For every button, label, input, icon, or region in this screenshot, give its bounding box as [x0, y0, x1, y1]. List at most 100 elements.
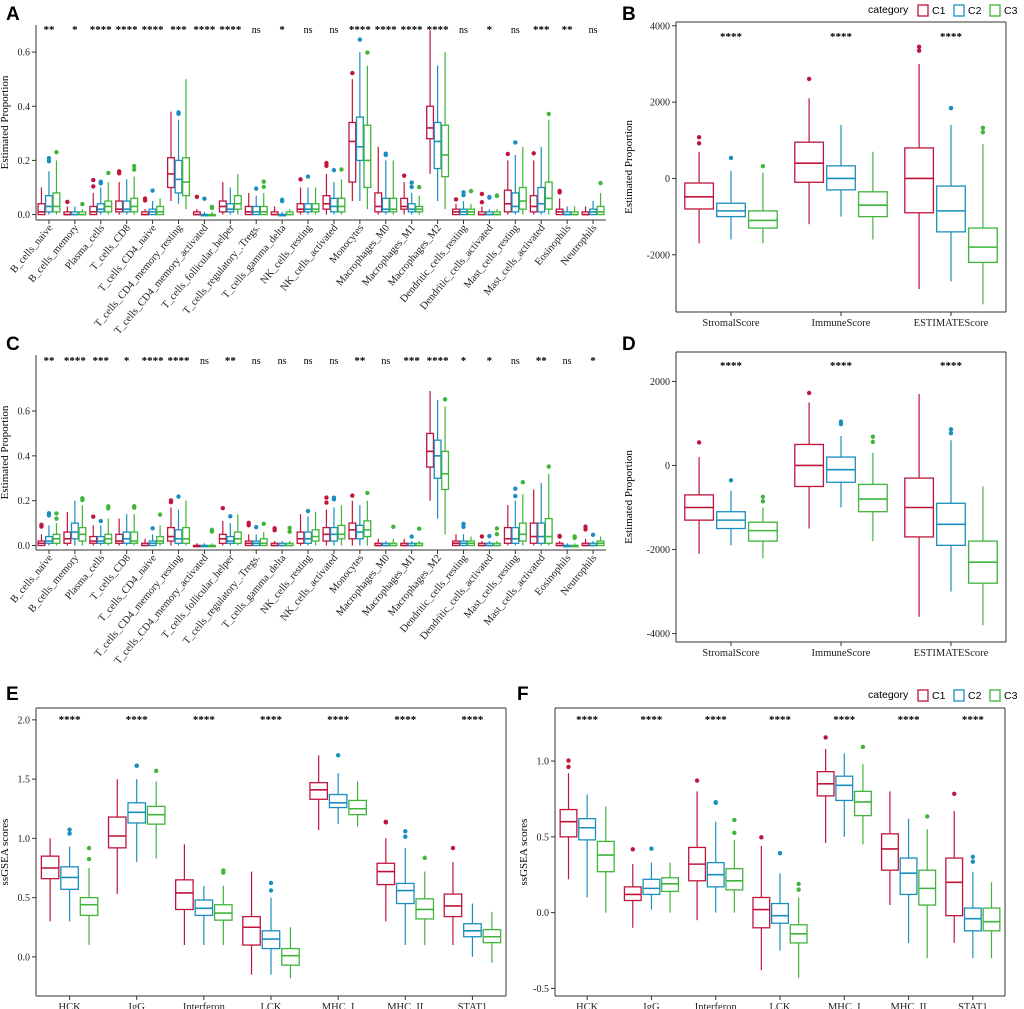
- significance-label: ns: [304, 356, 313, 367]
- significance-label: ****: [640, 714, 663, 726]
- outlier-point: [54, 511, 59, 516]
- outlier-point: [760, 494, 766, 499]
- y-tick-label: 0.6: [18, 407, 31, 418]
- outlier-point: [287, 529, 292, 534]
- box-iqr: [79, 896, 99, 917]
- outlier-point: [106, 170, 111, 176]
- outlier-point: [980, 129, 986, 135]
- outlier-point: [209, 204, 215, 210]
- outlier-point: [450, 845, 456, 851]
- box-iqr: [89, 535, 98, 544]
- box-c1: [904, 44, 935, 290]
- outlier-point: [365, 50, 370, 55]
- box-iqr: [37, 203, 46, 216]
- box-iqr: [363, 520, 372, 538]
- outlier-point: [505, 151, 511, 157]
- box-iqr: [529, 194, 538, 213]
- box-c2: [511, 486, 520, 546]
- box-c1: [529, 489, 538, 546]
- box-c2: [70, 500, 79, 546]
- box-c2: [122, 514, 131, 546]
- box-c3: [285, 525, 294, 547]
- significance-label: ****: [168, 355, 191, 367]
- box-iqr: [174, 529, 183, 544]
- outlier-point: [305, 508, 311, 514]
- x-tick-label: Interferon: [695, 1002, 738, 1009]
- box-c2: [200, 543, 209, 548]
- box-c2: [174, 494, 183, 546]
- box-iqr: [518, 522, 527, 542]
- outlier-point: [65, 199, 70, 205]
- outlier-point: [403, 829, 408, 834]
- significance-label: ****: [720, 31, 743, 43]
- x-tick-label: HCK: [576, 1002, 599, 1009]
- box-iqr: [115, 200, 124, 213]
- box-c1: [348, 70, 357, 202]
- box-iqr: [899, 857, 918, 896]
- outlier-point: [91, 514, 96, 519]
- x-tick-label: ImmuneScore: [812, 648, 871, 659]
- box-iqr: [242, 915, 261, 946]
- box-c3: [348, 781, 367, 827]
- box-c1: [400, 173, 409, 215]
- box-c1: [175, 844, 194, 946]
- box-iqr: [400, 197, 409, 210]
- box-iqr: [156, 535, 165, 544]
- box-c2: [463, 903, 482, 957]
- outlier-point: [823, 735, 828, 740]
- box-iqr: [529, 522, 538, 544]
- box-iqr: [363, 124, 372, 189]
- box-c1: [426, 390, 435, 501]
- panel-label-f: F: [517, 684, 529, 705]
- box-c3: [285, 209, 294, 216]
- outlier-point: [350, 493, 355, 498]
- y-tick-label: 0.0: [537, 908, 550, 919]
- outlier-point: [80, 497, 85, 503]
- outlier-point: [590, 532, 596, 538]
- box-iqr: [537, 186, 546, 213]
- significance-label: ****: [90, 24, 113, 36]
- outlier-point: [209, 527, 215, 532]
- box-c1: [623, 847, 642, 928]
- significance-label: ns: [330, 25, 339, 36]
- box-c1: [581, 524, 590, 547]
- box-iqr: [156, 205, 165, 216]
- outlier-point: [461, 190, 466, 195]
- box-iqr: [337, 197, 346, 213]
- significance-label: ****: [427, 24, 450, 36]
- box-c1: [37, 522, 46, 547]
- box-c2: [485, 533, 494, 547]
- box-iqr: [407, 203, 416, 213]
- box-c3: [857, 151, 888, 240]
- box-iqr: [544, 181, 553, 210]
- outlier-point: [98, 518, 103, 524]
- x-tick-label: StromalScore: [702, 648, 759, 659]
- box-c3: [789, 881, 808, 978]
- box-iqr: [348, 522, 357, 540]
- significance-label: ****: [830, 31, 853, 43]
- y-tick-label: 0: [665, 174, 670, 185]
- box-iqr: [309, 782, 329, 800]
- box-iqr: [226, 535, 235, 544]
- significance-label: ****: [769, 714, 792, 726]
- box-c1: [451, 197, 461, 216]
- box-c3: [544, 464, 553, 546]
- box-c1: [244, 192, 253, 216]
- outlier-point: [80, 201, 85, 207]
- box-iqr: [233, 194, 242, 210]
- box-iqr: [322, 194, 331, 210]
- significance-label: ns: [304, 25, 313, 36]
- box-iqr: [96, 203, 105, 213]
- outlier-point: [409, 180, 414, 185]
- box-iqr: [115, 533, 124, 544]
- box-c3: [570, 534, 579, 548]
- box-c2: [278, 197, 287, 217]
- box-iqr: [44, 194, 53, 213]
- significance-label: ***: [170, 24, 187, 36]
- box-c2: [642, 846, 661, 910]
- box-c3: [156, 198, 165, 216]
- box-iqr: [596, 205, 605, 216]
- box-iqr: [503, 189, 512, 213]
- box-iqr: [578, 818, 597, 841]
- box-c1: [322, 160, 331, 215]
